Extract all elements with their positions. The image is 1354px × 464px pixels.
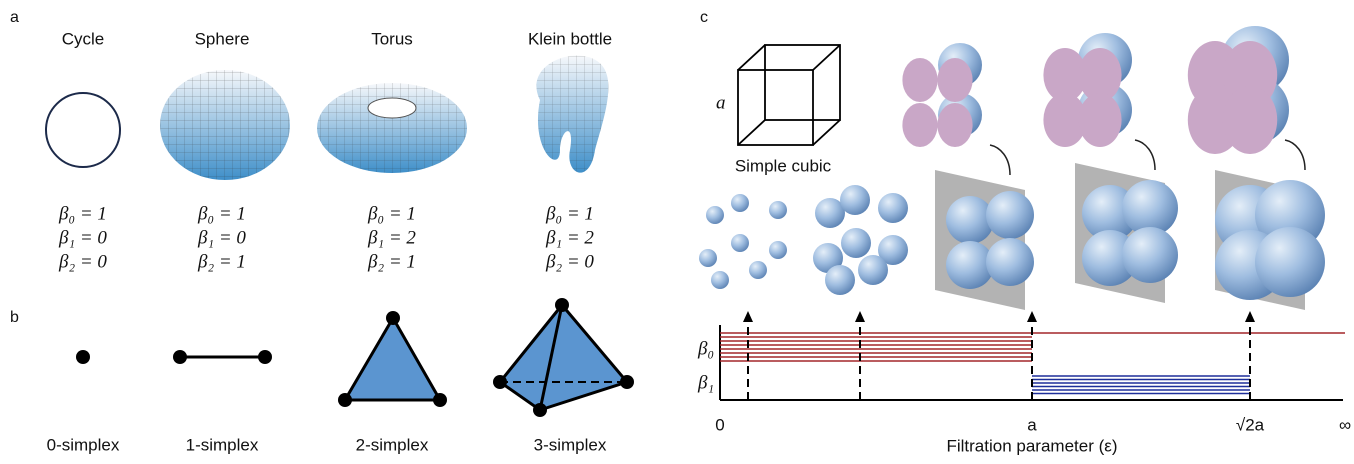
sphere: [1255, 227, 1325, 297]
sphere: [711, 271, 729, 289]
arrowhead: [1245, 311, 1255, 322]
simplex-label: 0-simplex: [47, 435, 120, 454]
sphere: [825, 265, 855, 295]
simplex-label: 1-simplex: [186, 435, 259, 454]
betti-number: β₀ = 1: [545, 203, 594, 224]
shape-name: Cycle: [62, 29, 105, 48]
shape-name: Klein bottle: [528, 29, 612, 48]
shapes: [45, 55, 609, 180]
sphere: [731, 194, 749, 212]
cut-disc: [902, 103, 938, 147]
cut-disc: [1222, 86, 1278, 154]
cut-disc: [1043, 93, 1087, 147]
sphere: [1122, 227, 1178, 283]
cut-disc: [1078, 48, 1122, 102]
x-tick-label: 0: [715, 415, 724, 434]
sphere: [706, 206, 724, 224]
arrow: [1134, 139, 1156, 171]
sphere: [986, 238, 1034, 286]
shape-name: Torus: [371, 29, 413, 48]
panel-a: Cycle β₀ = 1 β₁ = 0 β₂ = 0 Sphere β₀ = 1 β₁ = …: [58, 29, 612, 272]
shape-name: Sphere: [195, 29, 250, 48]
x-tick-label: √2a: [1236, 415, 1265, 434]
sphere: [986, 191, 1034, 239]
cut-disc: [937, 103, 973, 147]
sphere: [815, 198, 845, 228]
sphere: [813, 243, 843, 273]
sphere: [769, 241, 787, 259]
betti-number: β₁ = 0: [58, 227, 107, 248]
sphere: [946, 196, 994, 244]
betti-number: β₁ = 2: [545, 227, 594, 248]
arrowhead: [1027, 311, 1037, 322]
simplex-label: 2-simplex: [356, 435, 429, 454]
x-tick-label: ∞: [1339, 415, 1351, 434]
row-label: β₀: [697, 338, 714, 359]
betti-number: β₂ = 0: [545, 251, 594, 272]
cut-disc: [902, 58, 938, 102]
cube-caption: Simple cubic: [735, 156, 832, 175]
sphere: [878, 235, 908, 265]
betti-number: β₂ = 0: [58, 251, 107, 272]
cut-disc: [1043, 48, 1087, 102]
simplex-label: 3-simplex: [534, 435, 607, 454]
arrowhead: [743, 311, 753, 322]
sphere: [841, 228, 871, 258]
betti-number: β₂ = 1: [197, 251, 246, 272]
arrow: [989, 144, 1011, 176]
sphere: [840, 185, 870, 215]
arrow: [1284, 139, 1306, 171]
sphere: [699, 249, 717, 267]
arrowhead: [855, 311, 865, 322]
cycle: [45, 92, 121, 168]
cut-disc: [937, 58, 973, 102]
betti-number: β₀ = 1: [58, 203, 107, 224]
x-tick-label: a: [1027, 415, 1037, 434]
betti-number: β₀ = 1: [367, 203, 416, 224]
sphere: [1082, 230, 1138, 286]
sphere: [858, 255, 888, 285]
betti-number: β₀ = 1: [197, 203, 246, 224]
sphere: [769, 201, 787, 219]
sphere: [1122, 180, 1178, 236]
barcode: β₀ β₁ 0 a √2a ∞ Filtration parameter (ε): [697, 311, 1351, 455]
panel-label: c: [700, 9, 708, 26]
row-label: β₁: [697, 372, 714, 393]
panel-label: b: [10, 309, 19, 326]
sphere: [878, 193, 908, 223]
sphere-stages: [699, 26, 1325, 310]
x-axis-label: Filtration parameter (ε): [946, 436, 1117, 455]
betti-number: β₂ = 1: [367, 251, 416, 272]
sphere: [946, 241, 994, 289]
sphere: [731, 234, 749, 252]
cube: [737, 44, 841, 146]
simplices: [76, 298, 634, 417]
sphere: [749, 261, 767, 279]
cut-disc: [1078, 93, 1122, 147]
betti-number: β₁ = 2: [367, 227, 416, 248]
betti-number: β₁ = 0: [197, 227, 246, 248]
cube-edge-label: a: [716, 92, 726, 113]
panel-label: a: [10, 9, 19, 26]
